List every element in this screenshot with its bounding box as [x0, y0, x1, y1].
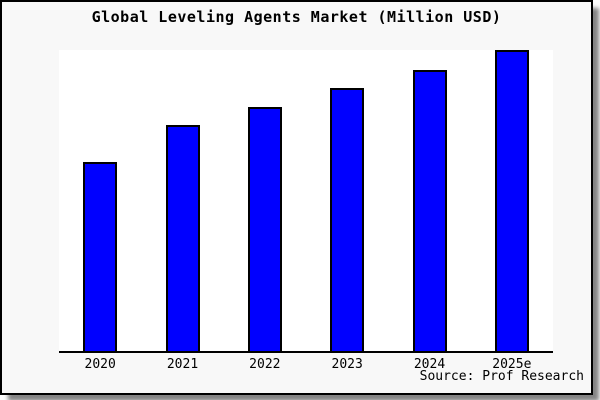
bar-2020 — [83, 162, 117, 351]
bar-2021 — [166, 125, 200, 351]
x-tick-label-2021: 2021 — [166, 357, 199, 372]
x-tick-label-2023: 2023 — [331, 357, 363, 372]
x-tick-label-2024: 2024 — [413, 357, 446, 372]
x-tick-label-2025e: 2025e — [492, 357, 532, 372]
source-label: Source: Prof Research — [419, 369, 584, 384]
bar-2025e — [495, 50, 529, 351]
bar-2022 — [248, 107, 282, 351]
plot-area — [59, 50, 553, 353]
x-tick-label-2022: 2022 — [249, 357, 281, 372]
x-axis-labels: 2020 2021 2022 2023 2024 2025e — [59, 357, 553, 373]
bar-2024 — [413, 70, 447, 351]
bar-2023 — [330, 88, 364, 351]
chart-panel: Global Leveling Agents Market (Million U… — [0, 0, 593, 395]
chart-title: Global Leveling Agents Market (Million U… — [91, 8, 502, 26]
x-tick-label-2020: 2020 — [84, 357, 116, 372]
